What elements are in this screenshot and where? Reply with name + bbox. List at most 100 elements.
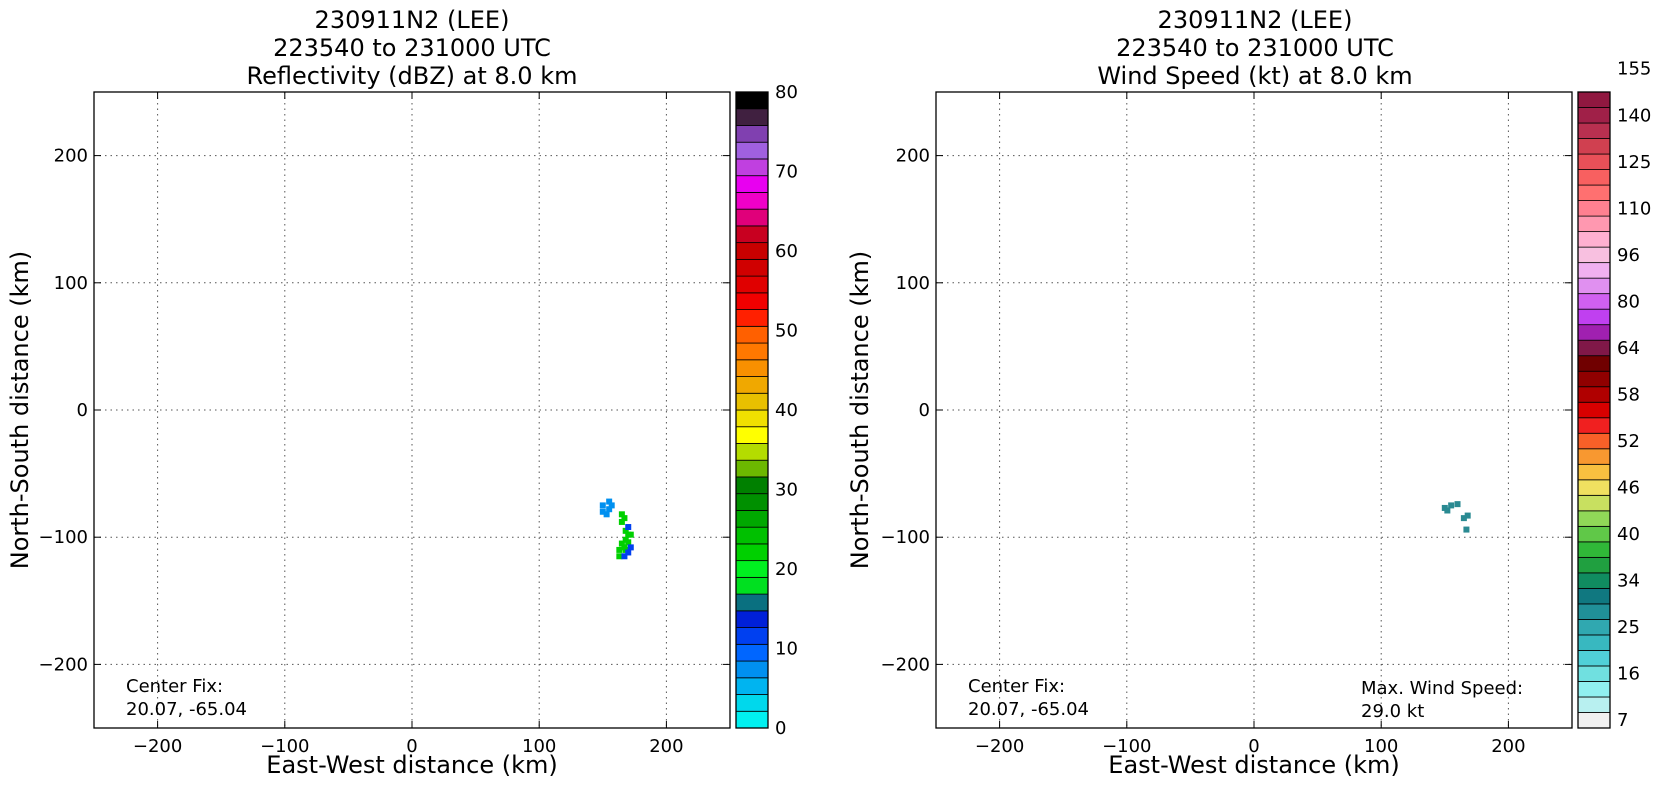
colorbar-segment <box>1577 541 1611 558</box>
y-tick-label: 0 <box>77 400 88 421</box>
reflectivity-panel: 230911N2 (LEE) 223540 to 231000 UTC Refl… <box>6 6 798 779</box>
x-axis-label: East-West distance (km) <box>266 751 557 779</box>
colorbar-segment <box>1577 231 1611 248</box>
colorbar-tick-label: 40 <box>1617 524 1640 545</box>
colorbar-tick-label: 125 <box>1617 152 1651 173</box>
max-wind-label: Max. Wind Speed: <box>1361 678 1523 699</box>
axis-ticks: −200 −100 0 100 200 −200 −100 0 100 200 <box>39 92 730 757</box>
x-tick-label: 200 <box>1491 736 1525 757</box>
colorbar-segment <box>735 560 769 578</box>
colorbar-tick-label: 80 <box>775 82 798 103</box>
colorbar-segment <box>1577 262 1611 279</box>
colorbar-tick-label: 10 <box>775 639 798 660</box>
colorbar-tick-label: 60 <box>775 241 798 262</box>
colorbar-segment <box>735 158 769 177</box>
y-tick-label: −100 <box>39 527 88 548</box>
data-cell <box>622 527 629 534</box>
colorbar-tick-label: 96 <box>1617 245 1640 266</box>
plot-frame <box>93 91 731 729</box>
x-tick-label: 0 <box>406 736 417 757</box>
x-tick-label: 100 <box>1364 736 1398 757</box>
x-tick-label: −100 <box>260 736 309 757</box>
colorbar-segment <box>1577 277 1611 295</box>
colorbar-tick-label: 52 <box>1617 431 1640 452</box>
colorbar-segment <box>735 275 769 294</box>
data-cell <box>627 544 634 551</box>
colorbar-segment <box>1577 339 1611 357</box>
colorbar-segment <box>735 543 769 562</box>
x-axis-label: East-West distance (km) <box>1108 751 1399 779</box>
colorbar-segment <box>1577 572 1611 589</box>
colorbar-segment <box>1577 712 1611 729</box>
colorbar-segment <box>735 141 769 160</box>
x-tick-label: −200 <box>975 736 1024 757</box>
data-cell <box>599 502 606 509</box>
colorbar-tick-label: 50 <box>775 321 798 342</box>
x-tick-label: 200 <box>649 736 683 757</box>
colorbar-segment <box>735 493 769 511</box>
colorbar-segment <box>1577 603 1611 620</box>
colorbar-segment <box>1577 324 1611 341</box>
colorbar-tick-label: 34 <box>1617 571 1640 592</box>
data-cell <box>618 518 625 525</box>
colorbar-segment <box>1577 184 1611 201</box>
colorbar-tick-label: 64 <box>1617 338 1640 359</box>
colorbar-segment <box>1577 448 1611 465</box>
data-cell <box>1460 515 1467 522</box>
colorbar-segment <box>1577 665 1611 682</box>
x-tick-label: 100 <box>522 736 556 757</box>
center-fix-label: Center Fix: <box>968 676 1065 697</box>
y-axis-label: North-South distance (km) <box>846 251 874 570</box>
plot-frame <box>935 91 1573 729</box>
colorbar-segment <box>1577 107 1611 124</box>
colorbar-segment <box>1577 401 1611 419</box>
colorbar-segment <box>1577 169 1611 186</box>
colorbar-segment <box>1577 308 1611 326</box>
colorbar-tick-label: 7 <box>1617 710 1628 731</box>
colorbar-segment <box>735 476 769 495</box>
data-cell <box>603 511 610 518</box>
colorbar-segment <box>735 526 769 545</box>
colorbar-segment <box>735 610 769 628</box>
colorbar-segment <box>735 208 769 227</box>
y-tick-label: −200 <box>39 654 88 675</box>
colorbar-segment <box>1577 138 1611 155</box>
colorbar-segment <box>735 359 769 377</box>
colorbar-segment <box>735 175 769 193</box>
y-tick-label: −200 <box>881 654 930 675</box>
colorbar-tick-label: 0 <box>775 718 786 739</box>
center-fix-label: Center Fix: <box>126 676 223 697</box>
data-cell <box>1444 507 1451 514</box>
colorbar-segment <box>735 443 769 461</box>
colorbar-segment <box>735 125 769 143</box>
center-fix-value: 20.07, -65.04 <box>126 699 247 720</box>
colorbar-segment <box>1577 386 1611 403</box>
x-tick-label: 0 <box>1248 736 1259 757</box>
colorbar-segment <box>1577 556 1611 574</box>
colorbar-frame <box>735 91 769 729</box>
panel-title-line-2: 223540 to 231000 UTC <box>1116 34 1394 62</box>
y-tick-label: 0 <box>919 400 930 421</box>
panel-title-line-3: Reflectivity (dBZ) at 8.0 km <box>247 62 578 90</box>
colorbar-segment <box>1577 370 1611 388</box>
data-cell <box>625 524 632 531</box>
y-tick-label: −100 <box>881 527 930 548</box>
center-fix-value: 20.07, -65.04 <box>968 699 1089 720</box>
colorbar-tick-label: 40 <box>775 400 798 421</box>
colorbar-tick-label: 140 <box>1617 105 1651 126</box>
colorbar-segment <box>735 510 769 528</box>
colorbar-segment <box>1577 293 1611 310</box>
colorbar-segment <box>735 710 769 729</box>
y-tick-label: 200 <box>54 146 88 167</box>
colorbar-segment <box>735 242 769 260</box>
colorbar-segment <box>1577 494 1611 512</box>
colorbar-segment <box>1577 463 1611 481</box>
data-cell <box>616 553 623 560</box>
y-tick-label: 100 <box>54 273 88 294</box>
y-tick-label: 100 <box>896 273 930 294</box>
data-cell <box>1454 501 1461 508</box>
colorbar-tick-label: 46 <box>1617 478 1640 499</box>
data-cell <box>1448 502 1455 509</box>
colorbar-segment <box>1577 681 1611 698</box>
colorbar: 0 10 20 30 40 50 60 70 80 <box>735 82 798 739</box>
